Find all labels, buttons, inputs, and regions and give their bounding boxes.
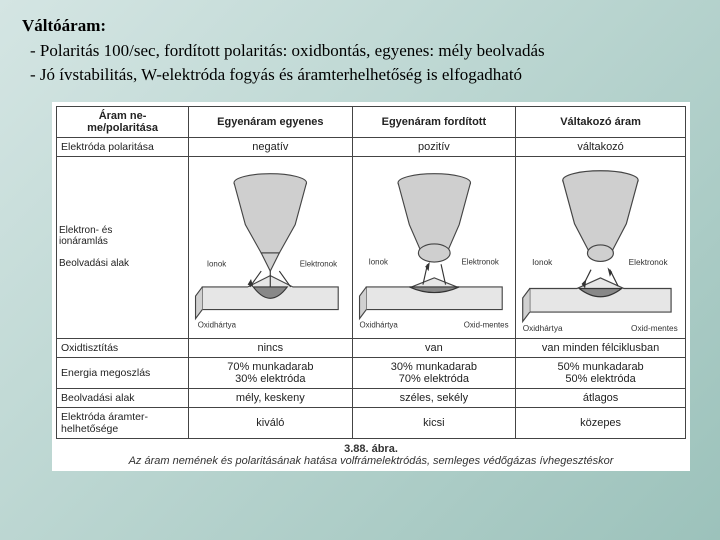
- figure-number: 3.88. ábra.: [56, 443, 686, 455]
- diag3-label-clean: Oxid-mentes: [631, 324, 678, 333]
- cell-polarity-2: pozitív: [352, 137, 516, 156]
- electrode-diagram-2: Ionok Elektronok Oxidhártya Oxid-mentes: [355, 159, 514, 336]
- figure-container: Áram ne- me/polaritása Egyenáram egyenes…: [52, 102, 690, 471]
- electrode-diagram-3: Ionok Elektronok Oxidhártya Oxid-mentes: [518, 159, 683, 336]
- rowhdr-polarity: Elektróda polaritása: [57, 137, 189, 156]
- diag2-label-electrons: Elektronok: [461, 257, 498, 266]
- electrode-diagram-1: Elektronok Ionok Oxidhártya: [191, 159, 350, 336]
- header-dc-reverse: Egyenáram fordított: [352, 106, 516, 137]
- cell-load-3: közepes: [516, 407, 686, 438]
- intro-text: Váltóáram: - Polaritás 100/sec, fordítot…: [0, 0, 720, 96]
- diag2-label-clean: Oxid-mentes: [463, 321, 508, 330]
- cell-oxid-2: van: [352, 338, 516, 357]
- cell-load-1: kiváló: [189, 407, 353, 438]
- row-polarity: Elektróda polaritása negatív pozitív vál…: [57, 137, 686, 156]
- diagram-cell-2: Ionok Elektronok Oxidhártya Oxid-mentes: [352, 156, 516, 338]
- cell-energy-2: 30% munkadarab 70% elektróda: [352, 357, 516, 388]
- diag1-label-ions: Ionok: [207, 259, 226, 268]
- rowhdr-oxid: Oxidtisztítás: [57, 338, 189, 357]
- heading: Váltóáram:: [22, 14, 698, 39]
- cell-load-2: kicsi: [352, 407, 516, 438]
- cell-shape-3: átlagos: [516, 388, 686, 407]
- cell-polarity-3: váltakozó: [516, 137, 686, 156]
- cell-oxid-3: van minden félciklusban: [516, 338, 686, 357]
- comparison-table: Áram ne- me/polaritása Egyenáram egyenes…: [56, 106, 686, 439]
- row-oxid: Oxidtisztítás nincs van van minden félci…: [57, 338, 686, 357]
- rowhdr-shape: Beolvadási alak: [57, 388, 189, 407]
- diagram-cell-3: Ionok Elektronok Oxidhártya Oxid-mentes: [516, 156, 686, 338]
- row-load: Elektróda áramter- helhetősége kiváló ki…: [57, 407, 686, 438]
- bullet-1: - Polaritás 100/sec, fordított polaritás…: [22, 39, 698, 64]
- rowhdr-load: Elektróda áramter- helhetősége: [57, 407, 189, 438]
- bullet-2: - Jó ívstabilitás, W-elektróda fogyás és…: [22, 63, 698, 88]
- cell-shape-1: mély, keskeny: [189, 388, 353, 407]
- header-dc-straight: Egyenáram egyenes: [189, 106, 353, 137]
- row-energy: Energia megoszlás 70% munkadarab 30% ele…: [57, 357, 686, 388]
- row-diagram: Elektron- és ionáramlás Beolvadási alak: [57, 156, 686, 338]
- cell-energy-1: 70% munkadarab 30% elektróda: [189, 357, 353, 388]
- cell-energy-3: 50% munkadarab 50% elektróda: [516, 357, 686, 388]
- header-type: Áram ne- me/polaritása: [57, 106, 189, 137]
- cell-shape-2: széles, sekély: [352, 388, 516, 407]
- diag3-label-oxide: Oxidhártya: [523, 324, 563, 333]
- rowhdr-energy: Energia megoszlás: [57, 357, 189, 388]
- cell-oxid-1: nincs: [189, 338, 353, 357]
- figure-caption: 3.88. ábra. Az áram nemének és polaritás…: [56, 443, 686, 467]
- diag3-label-ions: Ionok: [532, 258, 553, 267]
- table-header-row: Áram ne- me/polaritása Egyenáram egyenes…: [57, 106, 686, 137]
- header-ac: Váltakozó áram: [516, 106, 686, 137]
- diag2-label-oxide: Oxidhártya: [359, 321, 398, 330]
- figure-caption-text: Az áram nemének és polaritásának hatása …: [129, 455, 614, 467]
- diag1-label-electrons: Elektronok: [300, 259, 337, 268]
- rowhdr-diagram: Elektron- és ionáramlás Beolvadási alak: [57, 156, 189, 338]
- diag1-label-oxide: Oxidhártya: [198, 321, 237, 330]
- row-shape: Beolvadási alak mély, keskeny széles, se…: [57, 388, 686, 407]
- diag3-label-electrons: Elektronok: [629, 258, 669, 267]
- diag2-label-ions: Ionok: [368, 257, 387, 266]
- cell-polarity-1: negatív: [189, 137, 353, 156]
- diagram-cell-1: Elektronok Ionok Oxidhártya: [189, 156, 353, 338]
